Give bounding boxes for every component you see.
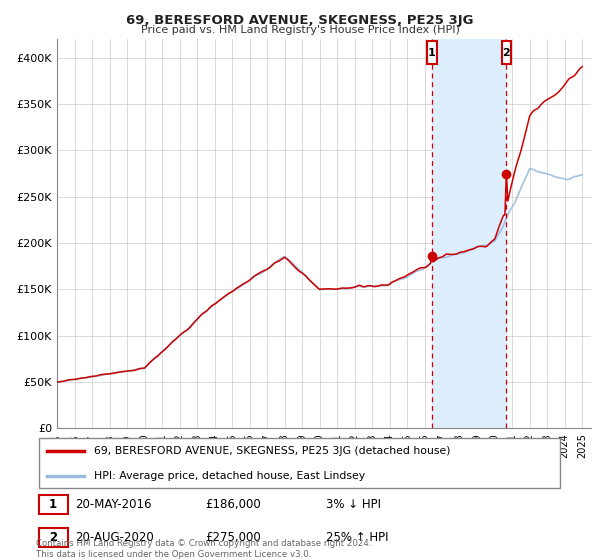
Text: 20-MAY-2016: 20-MAY-2016 xyxy=(76,498,152,511)
Text: 2: 2 xyxy=(503,48,510,58)
FancyBboxPatch shape xyxy=(502,41,511,64)
Text: 69, BERESFORD AVENUE, SKEGNESS, PE25 3JG: 69, BERESFORD AVENUE, SKEGNESS, PE25 3JG xyxy=(126,14,474,27)
Text: Contains HM Land Registry data © Crown copyright and database right 2024.
This d: Contains HM Land Registry data © Crown c… xyxy=(36,539,371,559)
Text: 25% ↑ HPI: 25% ↑ HPI xyxy=(326,531,389,544)
FancyBboxPatch shape xyxy=(38,438,560,488)
Text: 1: 1 xyxy=(428,48,436,58)
Text: 69, BERESFORD AVENUE, SKEGNESS, PE25 3JG (detached house): 69, BERESFORD AVENUE, SKEGNESS, PE25 3JG… xyxy=(94,446,451,456)
Bar xyxy=(432,39,506,428)
FancyBboxPatch shape xyxy=(38,494,68,514)
Text: Price paid vs. HM Land Registry's House Price Index (HPI): Price paid vs. HM Land Registry's House … xyxy=(140,25,460,35)
Text: 3% ↓ HPI: 3% ↓ HPI xyxy=(326,498,382,511)
Text: £186,000: £186,000 xyxy=(205,498,261,511)
Text: £275,000: £275,000 xyxy=(205,531,261,544)
FancyBboxPatch shape xyxy=(38,528,68,547)
Text: HPI: Average price, detached house, East Lindsey: HPI: Average price, detached house, East… xyxy=(94,470,365,480)
Text: 20-AUG-2020: 20-AUG-2020 xyxy=(76,531,154,544)
FancyBboxPatch shape xyxy=(427,41,437,64)
Text: 2: 2 xyxy=(49,531,57,544)
Text: 1: 1 xyxy=(49,498,57,511)
